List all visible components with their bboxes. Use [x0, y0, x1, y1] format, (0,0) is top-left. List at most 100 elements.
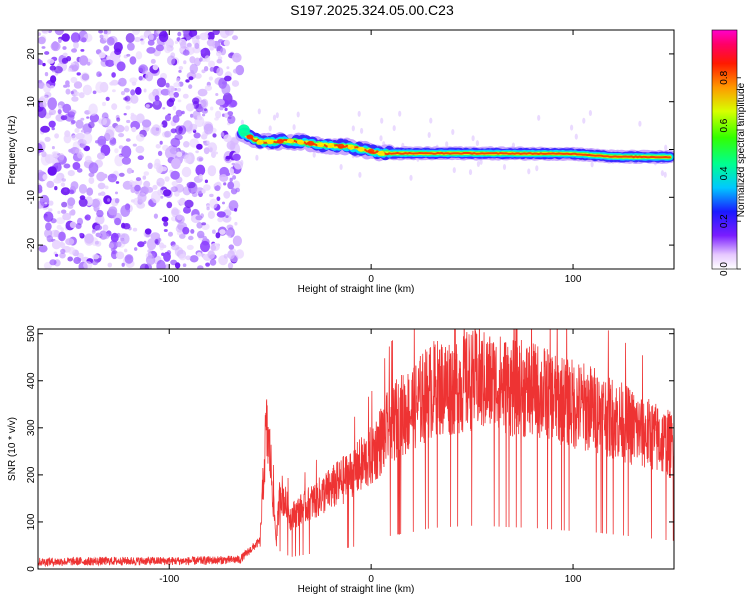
spectrogram-noise-cell — [222, 214, 232, 223]
spectrogram-noise-cell — [234, 221, 238, 226]
spectrogram-noise-cell — [112, 89, 116, 93]
spectrogram-noise-cell — [203, 66, 209, 72]
spectrogram-noise-cell — [145, 255, 156, 266]
spectrogram-noise-cell — [186, 42, 192, 48]
spectrogram-faint-cell — [468, 169, 473, 176]
spectrogram-noise-cell — [132, 227, 138, 232]
spectrogram-noise-cell — [63, 133, 72, 144]
spectrogram-hot-spot — [317, 142, 325, 148]
spectrogram-noise-cell — [44, 91, 52, 98]
spectrogram-noise-cell — [163, 229, 168, 232]
spectrogram-noise-cell — [144, 228, 152, 235]
spectrogram-noise-cell — [214, 185, 221, 192]
spectrogram-noise-cell — [229, 100, 238, 108]
spectrogram-noise-cell — [66, 84, 70, 88]
spectrogram-noise-cell — [154, 95, 160, 102]
spectrogram-noise-cell — [147, 39, 155, 46]
spectrogram-y-tick-label: -10 — [26, 190, 37, 205]
spectrogram-noise-cell — [92, 229, 96, 233]
spectrogram-noise-cell — [152, 64, 159, 71]
spectrogram-hot-spot — [327, 143, 335, 148]
spectrogram-noise-cell — [58, 38, 62, 43]
spectrogram-noise-cell — [87, 61, 91, 66]
spectrogram-noise-cell — [96, 152, 106, 160]
colorbar-tick-label: 0.4 — [719, 166, 730, 180]
spectrogram-noise-cell — [232, 175, 237, 180]
spectrogram-noise-cell — [41, 46, 46, 49]
spectrogram-noise-cell — [78, 184, 88, 194]
spectrogram-noise-cell — [44, 51, 50, 55]
spectrogram-noise-cell — [188, 84, 193, 89]
spectrogram-noise-cell — [170, 128, 177, 134]
spectrogram-noise-cell — [195, 150, 199, 154]
spectrogram-noise-cell — [203, 147, 210, 155]
spectrogram-noise-cell — [205, 262, 211, 267]
spectrogram-noise-cell — [209, 259, 217, 266]
spectrogram-noise-cell — [70, 120, 76, 124]
snr-series-line — [38, 329, 674, 568]
spectrogram-noise-cell — [125, 105, 131, 110]
spectrogram-noise-cell — [106, 55, 111, 61]
spectrogram-faint-cell — [451, 129, 455, 135]
spectrogram-noise-cell — [160, 124, 164, 127]
spectrogram-noise-cell — [182, 49, 190, 56]
spectrogram-noise-cell — [75, 223, 82, 229]
spectrogram-noise-cell — [175, 125, 183, 135]
spectrogram-noise-cell — [111, 72, 116, 78]
spectrogram-noise-cell — [206, 39, 216, 47]
spectrogram-noise-cell — [173, 91, 180, 98]
spectrogram-noise-cell — [122, 223, 131, 230]
spectrogram-noise-cell — [143, 240, 147, 244]
spectrogram-noise-cell — [217, 217, 224, 223]
spectrogram-noise-cell — [172, 115, 180, 123]
spectrogram-noise-cell — [51, 240, 62, 250]
spectrogram-noise-cell — [38, 153, 41, 156]
spectrogram-noise-cell — [206, 206, 210, 211]
spectrogram-noise-cell — [163, 251, 171, 262]
spectrogram-noise-cell — [48, 208, 53, 212]
spectrogram-noise-cell — [168, 231, 173, 237]
spectrogram-noise-cell — [146, 238, 157, 251]
spectrogram-noise-cell — [82, 132, 93, 145]
spectrogram-noise-cell — [120, 205, 131, 217]
spectrogram-noise-cell — [126, 167, 133, 174]
spectrogram-faint-cell — [398, 110, 402, 117]
spectrogram-noise-cell — [114, 198, 120, 204]
spectrogram-noise-cell — [114, 154, 125, 167]
spectrogram-noise-cell — [102, 33, 109, 41]
spectrogram-noise-cell — [86, 116, 90, 119]
spectrogram-noise-cell — [38, 58, 42, 65]
spectrogram-noise-cell — [197, 265, 204, 269]
spectrogram-noise-cell — [201, 222, 206, 226]
spectrogram-noise-cell — [178, 66, 184, 70]
spectrogram-noise-cell — [157, 150, 163, 156]
spectrogram-noise-cell — [70, 181, 79, 191]
spectrogram-noise-cell — [206, 140, 210, 145]
spectrogram-noise-cell — [45, 222, 52, 231]
spectrogram-noise-cell — [58, 231, 66, 242]
spectrogram-noise-cell — [95, 81, 105, 94]
spectrogram-faint-cell — [527, 168, 531, 175]
spectrogram-noise-cell — [74, 91, 80, 97]
spectrogram-noise-cell — [62, 52, 68, 57]
spectrogram-noise-cell — [54, 133, 59, 139]
spectrogram-noise-cell — [212, 133, 217, 138]
spectrogram-noise-cell — [196, 222, 203, 229]
spectrogram-noise-cell — [80, 117, 85, 121]
spectrogram-noise-cell — [140, 39, 145, 45]
spectrogram-noise-cell — [183, 206, 191, 214]
spectrogram-noise-cell — [186, 36, 191, 41]
snr-y-tick-label: 200 — [26, 466, 37, 483]
spectrogram-y-tick-label: -20 — [26, 237, 37, 252]
spectrogram-noise-cell — [76, 72, 81, 76]
snr-y-tick-label: 100 — [26, 513, 37, 530]
spectrogram-noise-cell — [129, 77, 138, 84]
spectrogram-noise-cell — [134, 36, 141, 43]
spectrogram-faint-cell — [360, 127, 364, 134]
spectrogram-noise-cell — [155, 44, 164, 52]
spectrogram-noise-cell — [98, 192, 102, 196]
spectrogram-noise-cell — [115, 181, 120, 184]
spectrogram-noise-cell — [62, 212, 72, 221]
spectrogram-noise-cell — [176, 77, 180, 82]
spectrogram-noise-cell — [204, 108, 207, 112]
